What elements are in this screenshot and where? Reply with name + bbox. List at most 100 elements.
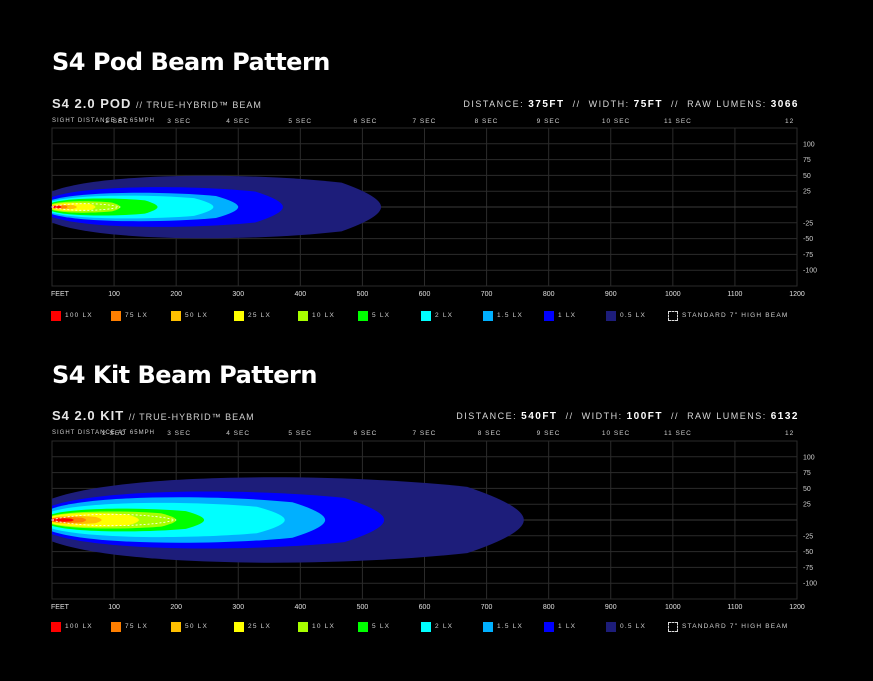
legend-swatch — [298, 621, 308, 632]
legend-label: 75 lx — [125, 312, 148, 320]
width-value: 75ft — [633, 99, 664, 110]
pod-section: S4 Pod Beam Pattern S4 2.0 Pod // True-H… — [0, 0, 873, 330]
seconds-label: 4 sec — [226, 430, 251, 437]
legend-swatch — [358, 310, 368, 321]
y-tick-label: -50 — [803, 236, 813, 243]
legend-item: 10 lx — [298, 307, 335, 321]
x-axis-label: FEET — [51, 604, 70, 611]
y-tick-label: 100 — [803, 141, 815, 148]
y-tick-label: -100 — [803, 268, 817, 275]
legend-label: 5 lx — [372, 623, 391, 631]
legend-item: 1 lx — [544, 618, 576, 632]
x-tick-label: 700 — [481, 604, 493, 611]
legend-label: 2 lx — [435, 623, 454, 631]
seconds-label: 6 sec — [353, 118, 378, 125]
lumens-label: Raw Lumens: — [687, 99, 767, 109]
legend-item: 100 lx — [51, 618, 93, 632]
seconds-label: 3 sec — [167, 118, 192, 125]
width-label: Width: — [581, 411, 623, 421]
distance-value: 540ft — [521, 411, 558, 422]
seconds-label: 4 sec — [226, 118, 251, 125]
spec-sep: // — [671, 411, 680, 421]
legend: 100 lx 75 lx 50 lx 25 lx 10 lx 5 lx 2 lx 1.5 lx… — [51, 618, 811, 632]
product-subtitle: S4 2.0 Kit // True-Hybrid™ Beam — [52, 408, 255, 423]
seconds-label: 5 sec — [288, 118, 313, 125]
x-tick-label: 1000 — [665, 291, 681, 298]
seconds-label: 11 sec — [663, 118, 692, 125]
legend-item: 10 lx — [298, 618, 335, 632]
x-tick-label: 600 — [419, 291, 431, 298]
width-value: 100ft — [626, 411, 664, 422]
legend-swatch — [606, 310, 616, 321]
seconds-label: 9 sec — [536, 118, 561, 125]
legend-item: 1.5 lx — [483, 307, 523, 321]
seconds-label: 8 sec — [477, 430, 502, 437]
seconds-label: 5 sec — [288, 430, 313, 437]
legend-label: 25 lx — [248, 312, 271, 320]
y-tick-label: -25 — [803, 220, 813, 227]
beam-plot: 100 75 50 25 -25 -50 -75 -100 FEET 100 200 300 400 50… — [50, 127, 817, 298]
x-tick-label: 1200 — [789, 291, 805, 298]
legend-label: 2 lx — [435, 312, 454, 320]
standard-high-beam-outline — [50, 203, 122, 211]
beam-contour-100-lx — [52, 205, 62, 209]
sight-distance-label: Sight Distance at 65mph — [52, 430, 155, 436]
x-tick-label: 400 — [294, 604, 306, 611]
beam-plot: 100 75 50 25 -25 -50 -75 -100 FEET 100 200 300 400 50… — [50, 440, 817, 611]
legend-item: 75 lx — [111, 307, 148, 321]
chart-title: S4 Kit Beam Pattern — [52, 361, 317, 389]
x-tick-label: 100 — [108, 291, 120, 298]
product-name: S4 2.0 Pod — [52, 96, 132, 111]
legend-swatch — [51, 621, 61, 632]
beam-contour-100-lx — [52, 518, 74, 522]
legend-item: Standard 7" High Beam — [668, 307, 788, 321]
beam-specs: Distance: 540ft // Width: 100ft // Raw L… — [456, 411, 799, 422]
x-tick-label: 600 — [419, 604, 431, 611]
legend-label: 10 lx — [312, 312, 335, 320]
legend-item: 5 lx — [358, 307, 390, 321]
standard-high-beam-outline — [50, 513, 177, 527]
legend-swatch — [606, 621, 616, 632]
width-label: Width: — [588, 99, 630, 109]
legend-swatch — [421, 310, 431, 321]
x-tick-label: 400 — [294, 291, 306, 298]
seconds-label: 3 sec — [167, 430, 192, 437]
x-tick-label: 500 — [357, 291, 369, 298]
seconds-label: 11 sec — [663, 430, 692, 437]
beam-type: // True-Hybrid™ Beam — [128, 412, 255, 422]
legend-label: 1.5 lx — [497, 312, 523, 320]
y-tick-label: 75 — [803, 157, 811, 164]
legend-label: 1.5 lx — [497, 623, 523, 631]
x-tick-label: 800 — [543, 604, 555, 611]
legend-label: 50 lx — [185, 623, 208, 631]
legend-item: 2 lx — [421, 307, 454, 321]
distance-value: 375ft — [528, 99, 565, 110]
legend-swatch — [358, 621, 368, 632]
y-tick-label: 50 — [803, 486, 811, 493]
y-tick-label: 25 — [803, 189, 811, 196]
legend-label: 0.5 lx — [620, 312, 646, 320]
legend-item: 50 lx — [171, 618, 208, 632]
x-tick-label: 1100 — [727, 604, 742, 611]
beam-specs: Distance: 375ft // Width: 75ft // Raw Lu… — [463, 99, 799, 110]
lumens-value: 6132 — [770, 411, 799, 422]
seconds-label: 7 sec — [412, 430, 437, 437]
y-tick-label: 50 — [803, 173, 811, 180]
x-tick-label: 300 — [232, 291, 244, 298]
product-name: S4 2.0 Kit — [52, 408, 125, 423]
legend-item: 25 lx — [234, 618, 271, 632]
legend-label: 25 lx — [248, 623, 271, 631]
seconds-label: 12 — [785, 118, 795, 125]
legend-item: 5 lx — [358, 618, 391, 632]
legend-label: 75 lx — [125, 623, 148, 631]
seconds-label: 6 sec — [353, 430, 378, 437]
legend-item: 1.5 lx — [483, 618, 523, 632]
spec-sep: // — [565, 411, 574, 421]
chart-title: S4 Pod Beam Pattern — [52, 48, 330, 76]
legend-swatch — [171, 621, 181, 632]
legend-item: 100 lx — [51, 307, 93, 321]
legend-label: Standard 7" High Beam — [682, 623, 789, 631]
x-tick-label: 1100 — [727, 291, 742, 298]
y-tick-label: 25 — [803, 502, 811, 509]
